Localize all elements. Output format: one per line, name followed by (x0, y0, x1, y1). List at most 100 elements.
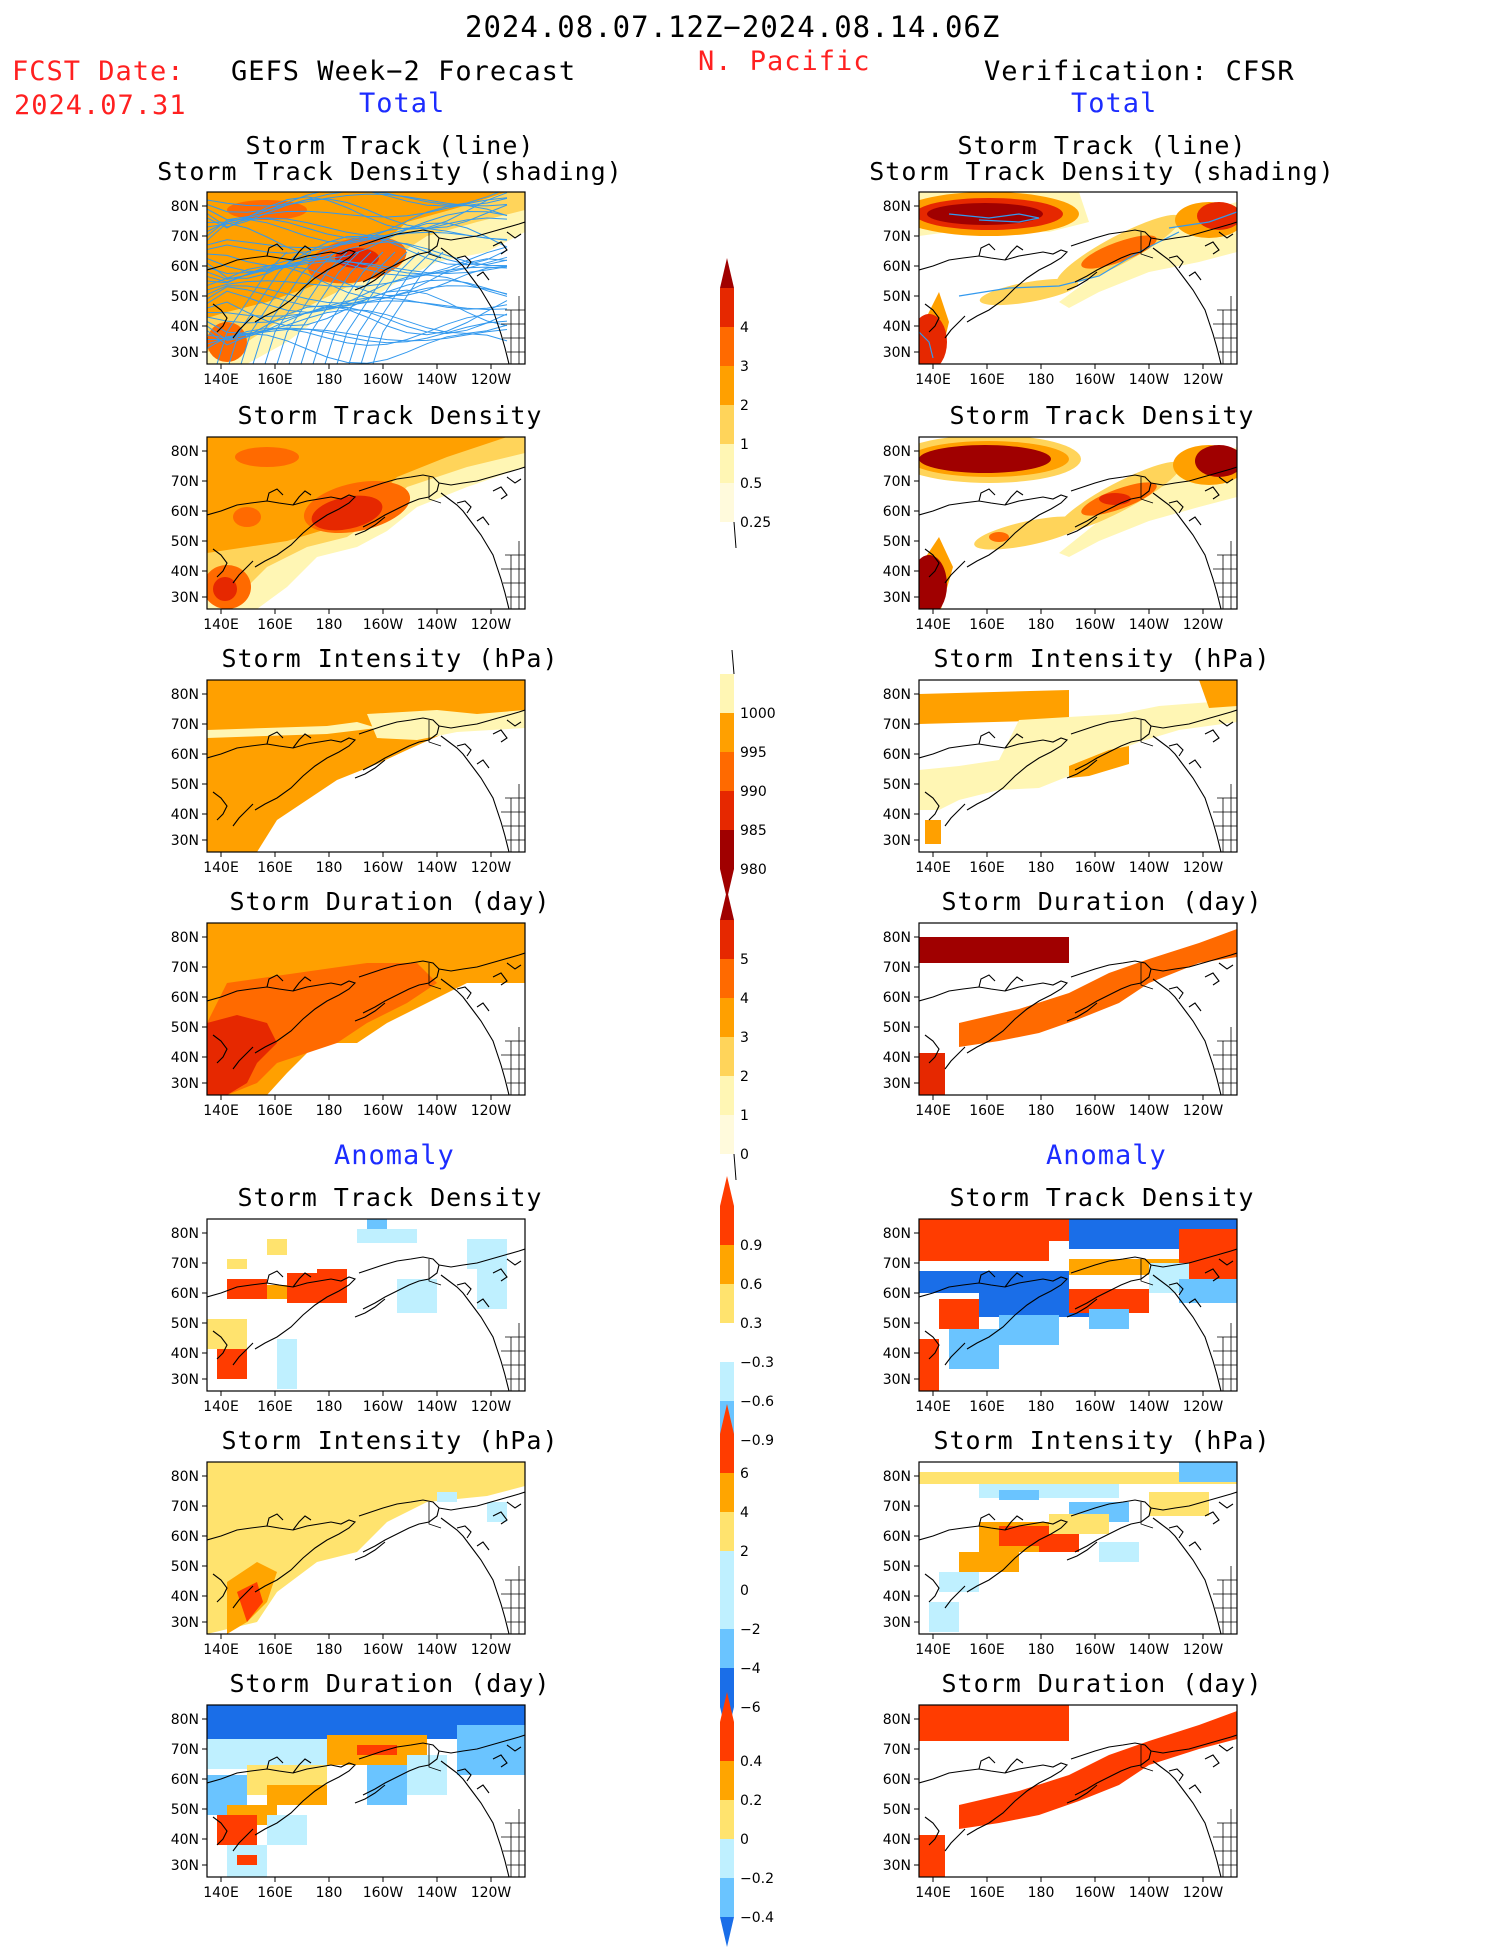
map-panel-duration-left: 80N 70N 60N 50N 40N 30N 140E 160E 180 160W 140W 120… (147, 911, 545, 1119)
lat-tick-label: 80N (883, 930, 911, 946)
colorbar-label: 0.5 (740, 476, 762, 492)
panel-title-anom-intensity-right: Storm Intensity (hPa) (933, 1426, 1271, 1455)
colorbar-label: −0.9 (740, 1433, 774, 1449)
lon-tick-label: 160E (969, 1103, 1005, 1119)
lat-tick-label: 60N (883, 747, 911, 763)
lon-tick-label: 140W (1129, 372, 1170, 388)
lon-tick-label: 140W (417, 1399, 458, 1415)
lat-tick-label: 60N (883, 990, 911, 1006)
lat-tick-label: 40N (883, 1346, 911, 1362)
lat-tick-label: 70N (171, 229, 199, 245)
colorbar-label: 0 (740, 1583, 749, 1599)
panel-title-duration-right: Storm Duration (day) (941, 887, 1263, 916)
lon-tick-label: 160W (363, 1103, 404, 1119)
lat-tick-label: 80N (171, 1469, 199, 1485)
lat-tick-label: 50N (883, 1020, 911, 1036)
lat-tick-label: 50N (171, 1559, 199, 1575)
lon-tick-label: 140E (203, 1103, 239, 1119)
lat-tick-label: 50N (883, 534, 911, 550)
lon-tick-label: 160W (363, 1642, 404, 1658)
lon-tick-label: 120W (471, 1642, 512, 1658)
lat-tick-label: 80N (883, 199, 911, 215)
colorbar-label: 985 (740, 823, 767, 839)
panel-title-track-line-left: Storm Track (line) (245, 131, 535, 160)
map-panel-track-right: 80N 70N 60N 50N 40N 30N 140E 160E 180 160W 140W 120… (859, 180, 1257, 388)
lat-tick-label: 50N (883, 289, 911, 305)
date-range-title: 2024.08.07.12Z−2024.08.14.06Z (465, 10, 1001, 44)
lon-tick-label: 140W (417, 1103, 458, 1119)
lat-tick-label: 40N (883, 1050, 911, 1066)
colorbar-label: 995 (740, 745, 767, 761)
lat-tick-label: 80N (883, 687, 911, 703)
lon-tick-label: 120W (1183, 1642, 1224, 1658)
lon-tick-label: 180 (1028, 617, 1055, 633)
lat-tick-label: 60N (171, 990, 199, 1006)
colorbar-label: 1000 (740, 706, 776, 722)
map-panel-intensity-left: 80N 70N 60N 50N 40N 30N 140E 160E 180 160W 140W 120… (147, 668, 545, 876)
lon-tick-label: 160E (257, 1885, 293, 1901)
lat-tick-label: 50N (171, 1020, 199, 1036)
panel-title-duration-left: Storm Duration (day) (229, 887, 551, 916)
lat-tick-label: 40N (171, 1589, 199, 1605)
colorbar-label: −2 (740, 1622, 761, 1638)
lat-tick-label: 40N (171, 319, 199, 335)
map-panel-anom-density-left: 80N 70N 60N 50N 40N 30N 140E 160E 180 160W 140W 120… (147, 1207, 545, 1415)
map-panel-density-left: 80N 70N 60N 50N 40N 30N 140E 160E 180 160W 140W 120… (147, 425, 545, 633)
lon-tick-label: 120W (471, 1103, 512, 1119)
lon-tick-label: 140W (1129, 1103, 1170, 1119)
map-panel-anom-duration-right: 80N 70N 60N 50N 40N 30N 140E 160E 180 160W 140W 120… (859, 1693, 1257, 1901)
colorbar-label: 0.4 (740, 1754, 762, 1770)
colorbar-label: 0 (740, 1147, 749, 1163)
colorbar-label: −0.2 (740, 1871, 774, 1887)
lon-tick-label: 180 (316, 860, 343, 876)
lon-tick-label: 160E (969, 1885, 1005, 1901)
lat-tick-label: 80N (171, 199, 199, 215)
map-panel-anom-density-right: 80N 70N 60N 50N 40N 30N 140E 160E 180 160W 140W 120… (859, 1207, 1257, 1415)
map-panel-duration-right: 80N 70N 60N 50N 40N 30N 140E 160E 180 160W 140W 120… (859, 911, 1257, 1119)
panel-title-density-right: Storm Track Density (949, 401, 1255, 430)
lon-tick-label: 180 (1028, 1885, 1055, 1901)
lat-tick-label: 80N (171, 687, 199, 703)
lat-tick-label: 70N (171, 717, 199, 733)
lat-tick-label: 60N (171, 259, 199, 275)
lat-tick-label: 30N (883, 1076, 911, 1092)
map-panel-anom-duration-left: 80N 70N 60N 50N 40N 30N 140E 160E 180 160W 140W 120… (147, 1693, 545, 1901)
lon-tick-label: 160E (969, 1399, 1005, 1415)
lon-tick-label: 120W (1183, 860, 1224, 876)
fcst-date-label: FCST Date: (12, 56, 185, 87)
lon-tick-label: 160E (969, 617, 1005, 633)
map-panel-track-left: 80N 70N 60N 50N 40N 30N 140E 160E 180 160W 140W 120… (147, 180, 545, 388)
lon-tick-label: 160W (1075, 372, 1116, 388)
lat-tick-label: 60N (883, 1286, 911, 1302)
colorbar-label: 5 (740, 952, 749, 968)
lat-tick-label: 70N (171, 474, 199, 490)
colorbar-intensity-total: 1000 995 990 985 980 (710, 644, 790, 899)
lat-tick-label: 80N (171, 930, 199, 946)
lon-tick-label: 140E (915, 372, 951, 388)
lon-tick-label: 160W (1075, 617, 1116, 633)
lon-tick-label: 180 (1028, 372, 1055, 388)
lat-tick-label: 30N (171, 1076, 199, 1092)
panel-title-intensity-left: Storm Intensity (hPa) (221, 644, 559, 673)
colorbar-label: 3 (740, 1030, 749, 1046)
lat-tick-label: 80N (883, 1469, 911, 1485)
lat-tick-label: 80N (883, 1226, 911, 1242)
lon-tick-label: 140E (915, 860, 951, 876)
lat-tick-label: 30N (171, 833, 199, 849)
lon-tick-label: 160W (363, 1885, 404, 1901)
lat-tick-label: 70N (883, 1742, 911, 1758)
lon-tick-label: 160W (363, 860, 404, 876)
lon-tick-label: 160E (257, 372, 293, 388)
colorbar-label: 0.25 (740, 515, 771, 531)
colorbar-intensity-anom: 6 4 2 0 −2 −4 −6 (710, 1404, 790, 1737)
lon-tick-label: 140E (915, 1885, 951, 1901)
colorbar-label: 3 (740, 359, 749, 375)
lat-tick-label: 30N (883, 833, 911, 849)
lon-tick-label: 160E (257, 1642, 293, 1658)
region-title: N. Pacific (698, 46, 871, 77)
lat-tick-label: 60N (171, 1772, 199, 1788)
lon-tick-label: 180 (316, 372, 343, 388)
lon-tick-label: 140W (417, 1885, 458, 1901)
lat-tick-label: 60N (171, 747, 199, 763)
lat-tick-label: 40N (171, 1050, 199, 1066)
